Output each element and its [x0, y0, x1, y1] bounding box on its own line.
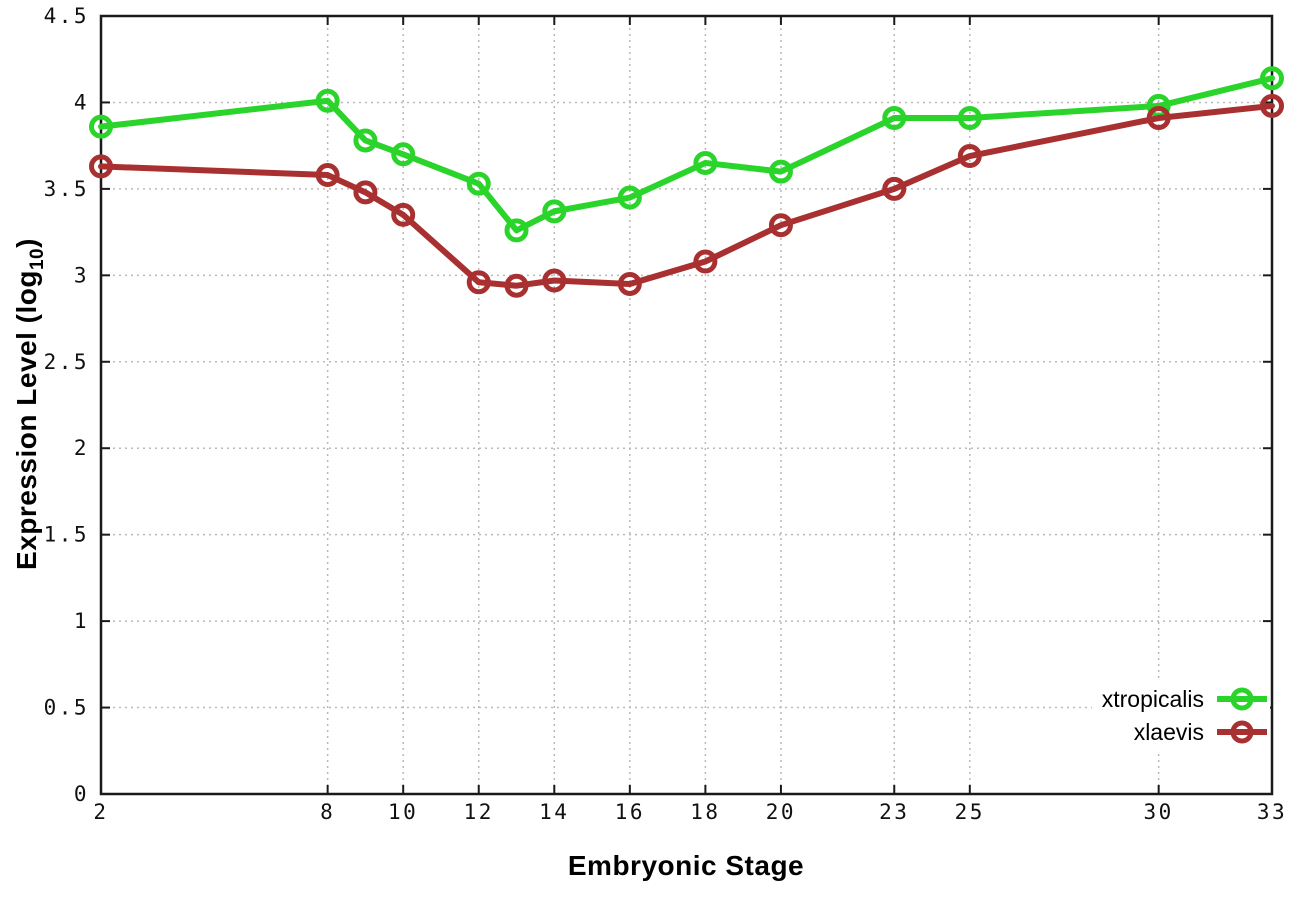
svg-text:2.5: 2.5 [44, 350, 89, 374]
svg-text:16: 16 [615, 800, 645, 824]
axes-frame [99, 14, 1274, 796]
data-series [89, 66, 1284, 298]
svg-text:18: 18 [690, 800, 720, 824]
svg-text:4.5: 4.5 [44, 4, 89, 28]
svg-text:23: 23 [879, 800, 909, 824]
y-axis-title-close: ) [11, 238, 43, 248]
svg-text:2: 2 [74, 436, 89, 460]
legend-label-xtropicalis: xtropicalis [1101, 685, 1204, 712]
y-axis-title-subscript: 10 [26, 247, 48, 271]
svg-text:1: 1 [74, 609, 89, 633]
x-axis-title: Embryonic Stage [567, 850, 805, 881]
svg-text:30: 30 [1144, 800, 1174, 824]
svg-text:3: 3 [74, 263, 89, 287]
y-axis-title-text: Expression Level (log [11, 270, 43, 570]
y-axis-title: Expression Level (log10) [11, 238, 49, 570]
tick-labels: 2 8 10 12 14 16 18 20 23 25 30 33 0 0.5 1 1.5 2 2.5 3 3.5 4 4… [44, 4, 1287, 824]
svg-text:10: 10 [388, 800, 418, 824]
svg-text:8: 8 [320, 800, 335, 824]
svg-text:25: 25 [955, 800, 985, 824]
svg-text:12: 12 [464, 800, 494, 824]
svg-text:33: 33 [1257, 800, 1287, 824]
svg-text:2: 2 [93, 800, 108, 824]
legend-item-xlaevis: xlaevis [1102, 717, 1268, 747]
legend-line-marker-icon [1217, 720, 1267, 744]
svg-text:14: 14 [539, 800, 569, 824]
legend-line-marker-icon [1217, 687, 1267, 711]
svg-text:3.5: 3.5 [44, 177, 89, 201]
svg-text:1.5: 1.5 [44, 523, 89, 547]
legend-item-xtropicalis: xtropicalis [1102, 684, 1268, 714]
legend-label-xlaevis: xlaevis [1133, 718, 1204, 745]
svg-text:0: 0 [74, 782, 89, 806]
svg-text:4: 4 [74, 90, 89, 114]
svg-text:0.5: 0.5 [44, 696, 89, 720]
legend: xtropicalis xlaevis [1091, 681, 1270, 750]
svg-text:20: 20 [766, 800, 796, 824]
gridlines [101, 16, 1272, 794]
